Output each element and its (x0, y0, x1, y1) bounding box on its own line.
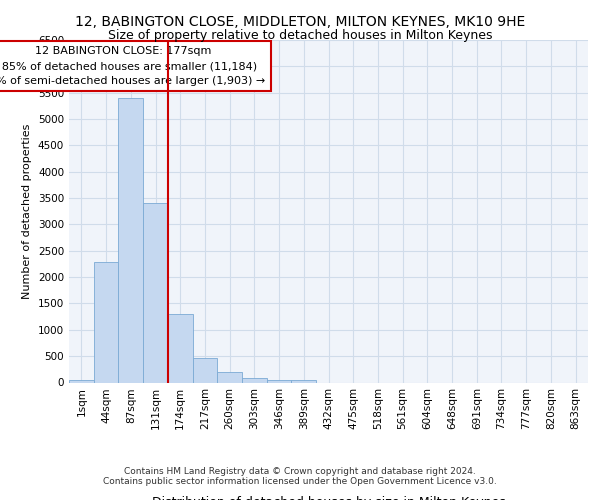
Bar (143, 204, 168, 382)
Bar (267, 380, 292, 382)
Y-axis label: Number of detached properties: Number of detached properties (22, 124, 32, 299)
Bar (193, 358, 217, 382)
Bar (217, 372, 242, 382)
Text: 12, BABINGTON CLOSE, MIDDLETON, MILTON KEYNES, MK10 9HE: 12, BABINGTON CLOSE, MIDDLETON, MILTON K… (75, 15, 525, 29)
Bar (69, 380, 94, 382)
Text: Contains HM Land Registry data © Crown copyright and database right 2024.
Contai: Contains HM Land Registry data © Crown c… (103, 466, 497, 486)
Bar (292, 380, 316, 382)
Bar (242, 378, 267, 382)
Bar (94, 262, 118, 382)
Bar (168, 314, 193, 382)
Text: Size of property relative to detached houses in Milton Keynes: Size of property relative to detached ho… (108, 29, 492, 42)
Bar (118, 98, 143, 382)
Text: 12 BABINGTON CLOSE: 177sqm
← 85% of detached houses are smaller (11,184)
15% of : 12 BABINGTON CLOSE: 177sqm ← 85% of deta… (0, 46, 265, 86)
X-axis label: Distribution of detached houses by size in Milton Keynes: Distribution of detached houses by size … (152, 496, 505, 500)
